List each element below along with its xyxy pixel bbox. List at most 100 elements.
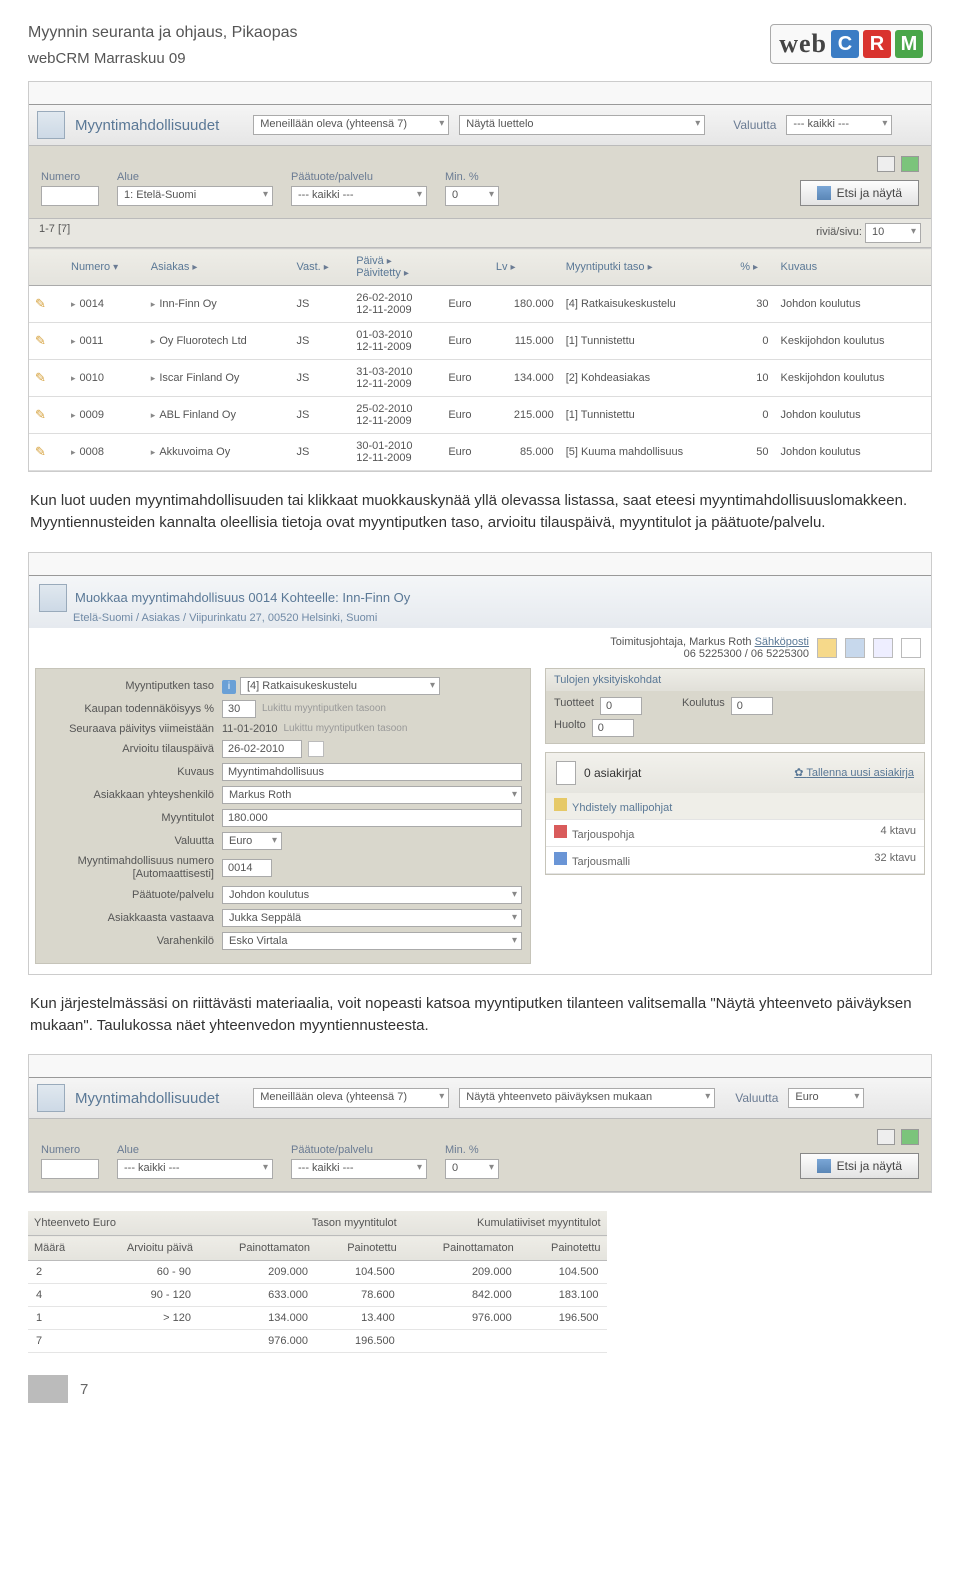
huolto-input[interactable]: 0	[592, 719, 634, 737]
search-button-3[interactable]: Etsi ja näytä	[800, 1153, 919, 1179]
currency-dropdown-2[interactable]: Euro	[222, 832, 282, 850]
opportunity-table: Numero▾ Asiakas▸ Vast.▸ Päivä▸Päivitetty…	[29, 248, 931, 471]
numero-input-3[interactable]	[41, 1159, 99, 1179]
document-icon	[556, 761, 576, 785]
info-icon[interactable]: i	[222, 680, 236, 694]
currency-label-3: Valuutta	[735, 1091, 778, 1105]
module-icon	[39, 584, 67, 612]
col-paiva[interactable]: Päivä▸Päivitetty▸	[350, 249, 442, 286]
edit-icon[interactable]: ✎	[35, 370, 46, 385]
file-row[interactable]: Tarjousmalli32 ktavu	[546, 847, 924, 874]
row-count: 1-7 [7]	[39, 223, 70, 243]
edit-icon[interactable]: ✎	[35, 296, 46, 311]
col-numero[interactable]: Numero▾	[65, 249, 145, 286]
pdf-icon	[554, 825, 567, 838]
module-icon	[37, 111, 65, 139]
edit-header: Muokkaa myyntimahdollisuus 0014 Kohteell…	[29, 576, 931, 628]
export-icon[interactable]	[901, 156, 919, 172]
summary-table: Yhteenveto EuroTason myyntitulotKumulati…	[28, 1211, 607, 1353]
owner-dropdown[interactable]: Jukka Seppälä	[222, 909, 522, 927]
orderdate-input[interactable]: 26-02-2010	[222, 740, 302, 758]
screenshot-list: Myyntimahdollisuudet Meneillään oleva (y…	[28, 81, 932, 472]
prod-dropdown-3[interactable]: --- kaikki ---	[291, 1159, 427, 1179]
file-row[interactable]: Tarjouspohja4 ktavu	[546, 820, 924, 847]
funnel-icon	[817, 186, 831, 200]
table-row[interactable]: ✎ ▸0011 ▸Oy Fluorotech Ltd JS 01-03-2010…	[29, 323, 931, 360]
print-icon[interactable]	[877, 1129, 895, 1145]
gear-icon[interactable]	[845, 638, 865, 658]
col-pa2: Painottamaton	[403, 1236, 520, 1261]
save-doc-link[interactable]: ✿ Tallenna uusi asiakirja	[794, 766, 914, 779]
calendar-icon[interactable]	[901, 638, 921, 658]
table-row[interactable]: ✎ ▸0010 ▸Iscar Finland Oy JS 31-03-20101…	[29, 360, 931, 397]
kuvaus-input[interactable]: Myyntimahdollisuus	[222, 763, 522, 781]
footer-bar	[28, 1375, 68, 1403]
income-details-box: Tulojen yksityiskohdat Tuotteet0 Koulutu…	[545, 668, 925, 744]
contact-dropdown[interactable]: Markus Roth	[222, 786, 522, 804]
contact-email-link[interactable]: Sähköposti	[755, 636, 809, 648]
logo-m: M	[895, 30, 923, 58]
col-taso[interactable]: Myyntiputki taso▸	[560, 249, 735, 286]
prob-input[interactable]: 30	[222, 700, 256, 718]
currency-label: Valuutta	[733, 118, 776, 132]
edit-form: Myyntiputken tasoi[4] Ratkaisukeskustelu…	[35, 668, 531, 964]
numero-input[interactable]	[41, 186, 99, 206]
contact-phone: 06 5225300 / 06 5225300	[610, 648, 809, 660]
logo-c: C	[831, 30, 859, 58]
table-row: 260 - 90209.000104.500209.000104.500	[28, 1261, 607, 1284]
opp-number[interactable]: 0014	[222, 859, 272, 877]
min-dropdown-3[interactable]: 0	[445, 1159, 499, 1179]
module-title-3: Myyntimahdollisuudet	[75, 1090, 219, 1107]
sum-header: Yhteenveto Euro	[28, 1211, 199, 1236]
col-pct[interactable]: %▸	[734, 249, 774, 286]
currency-dropdown-3[interactable]: Euro	[788, 1088, 864, 1108]
status-dropdown[interactable]: Meneillään oleva (yhteensä 7)	[253, 115, 449, 135]
table-row[interactable]: ✎ ▸0008 ▸Akkuvoima Oy JS 30-01-201012-11…	[29, 434, 931, 471]
min-dropdown[interactable]: 0	[445, 186, 499, 206]
search-button[interactable]: Etsi ja näytä	[800, 180, 919, 206]
page-number: 7	[80, 1381, 88, 1398]
rows-per-page-label: riviä/sivu:	[816, 226, 862, 238]
product-dropdown[interactable]: Johdon koulutus	[222, 886, 522, 904]
module-title: Myyntimahdollisuudet	[75, 117, 219, 134]
table-row: 490 - 120633.00078.600842.000183.100	[28, 1284, 607, 1307]
view-dropdown[interactable]: Näytä luettelo	[459, 115, 705, 135]
col-asiakas[interactable]: Asiakas▸	[145, 249, 291, 286]
alue-dropdown-3[interactable]: --- kaikki ---	[117, 1159, 273, 1179]
export-icon[interactable]	[901, 1129, 919, 1145]
doc-count: 0 asiakirjat	[584, 766, 641, 780]
email-icon[interactable]	[873, 638, 893, 658]
table-row[interactable]: ✎ ▸0014 ▸Inn-Finn Oy JS 26-02-201012-11-…	[29, 286, 931, 323]
date-picker-icon[interactable]	[308, 741, 324, 757]
section-header-3: Myyntimahdollisuudet Meneillään oleva (y…	[29, 1078, 931, 1119]
contact-name: Toimitusjohtaja, Markus Roth	[610, 636, 751, 648]
alue-dropdown[interactable]: 1: Etelä-Suomi	[117, 186, 273, 206]
page-footer: 7	[28, 1375, 932, 1403]
col-kuvaus[interactable]: Kuvaus	[774, 249, 931, 286]
alue-label: Alue	[117, 171, 273, 183]
edit-icon[interactable]: ✎	[35, 444, 46, 459]
edit-icon[interactable]: ✎	[35, 407, 46, 422]
taso-dropdown[interactable]: [4] Ratkaisukeskustelu	[240, 677, 440, 695]
view-dropdown-3[interactable]: Näytä yhteenveto päiväyksen mukaan	[459, 1088, 715, 1108]
col-pa1: Painottamaton	[199, 1236, 316, 1261]
edit-icon[interactable]	[817, 638, 837, 658]
col-vast[interactable]: Vast.▸	[290, 249, 350, 286]
tuotteet-input[interactable]: 0	[600, 697, 642, 715]
koulutus-input[interactable]: 0	[731, 697, 773, 715]
status-dropdown-3[interactable]: Meneillään oleva (yhteensä 7)	[253, 1088, 449, 1108]
table-row[interactable]: ✎ ▸0009 ▸ABL Finland Oy JS 25-02-201012-…	[29, 397, 931, 434]
edit-icon[interactable]: ✎	[35, 333, 46, 348]
currency-dropdown[interactable]: --- kaikki ---	[786, 115, 892, 135]
prod-dropdown[interactable]: --- kaikki ---	[291, 186, 427, 206]
backup-dropdown[interactable]: Esko Virtala	[222, 932, 522, 950]
panel-bar-3	[29, 1055, 931, 1078]
col-po2: Painotettu	[520, 1236, 607, 1261]
total-row: 7976.000196.500	[28, 1330, 607, 1353]
panel-bar-2	[29, 553, 931, 576]
print-icon[interactable]	[877, 156, 895, 172]
module-icon	[37, 1084, 65, 1112]
col-lv[interactable]: Lv▸	[490, 249, 560, 286]
rows-per-page-dropdown[interactable]: 10	[865, 223, 921, 243]
revenue-input[interactable]: 180.000	[222, 809, 522, 827]
